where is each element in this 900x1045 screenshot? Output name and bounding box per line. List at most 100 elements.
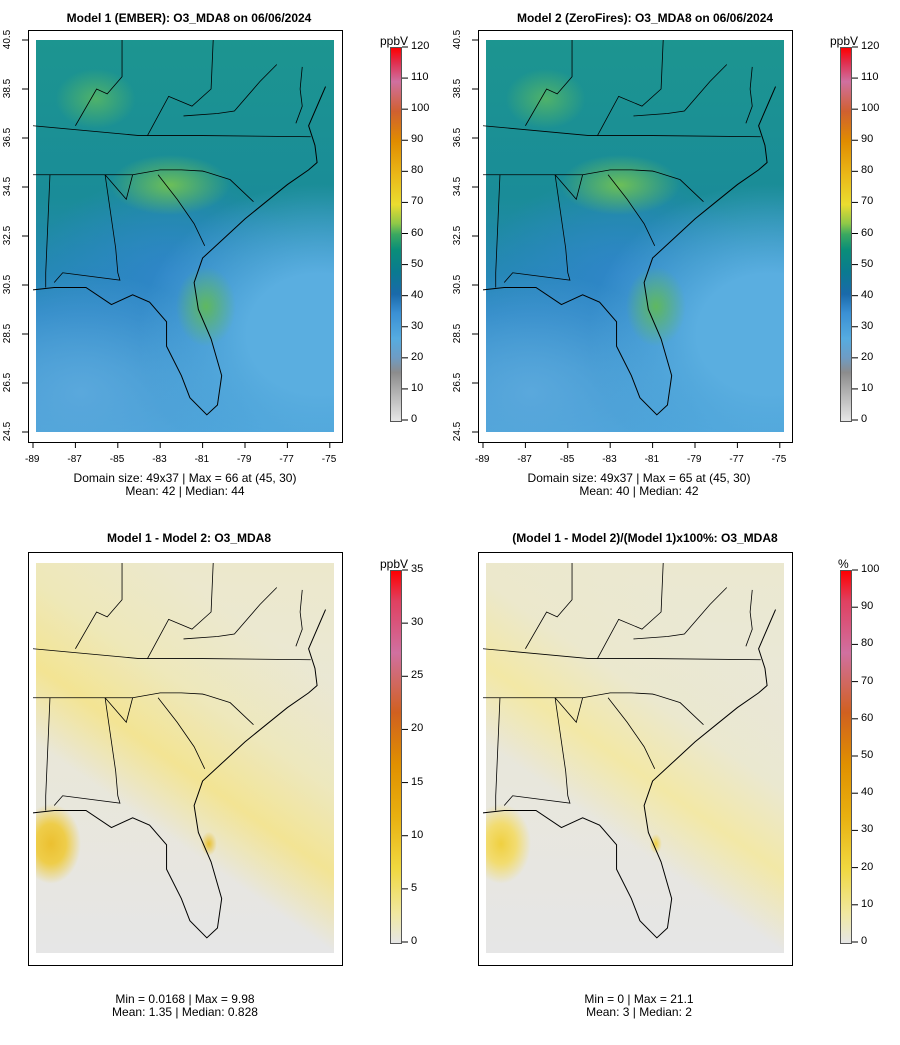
state-border (104, 174, 134, 201)
colorbar-tick-label: 100 (411, 102, 430, 115)
state-border (525, 563, 573, 649)
colorbar-tick-label: 70 (861, 195, 874, 208)
stats-line-1: Domain size: 49x37 | Max = 65 at (45, 30… (527, 471, 751, 485)
state-border (554, 174, 584, 201)
heatmap-raster (36, 40, 334, 432)
x-tick-label: -83 (152, 454, 167, 465)
colorbar-tick-label: 30 (861, 823, 874, 836)
state-border (607, 174, 656, 246)
state-border (157, 174, 206, 246)
colorbar-tick-label: 5 (411, 881, 418, 894)
colorbar-tick-label: 10 (411, 381, 424, 394)
coastline (482, 86, 777, 416)
colorbar-tick-label: 40 (861, 288, 874, 301)
colorbar-tick-label: 0 (411, 935, 418, 947)
colorbar (840, 47, 852, 422)
state-border (483, 169, 704, 202)
x-tick-label: -89 (475, 454, 490, 465)
state-border (607, 697, 656, 769)
colorbar-tick-label: 90 (861, 600, 874, 613)
x-tick-label: -81 (194, 454, 210, 465)
colorbar-tick-label: 110 (411, 71, 429, 84)
state-border (53, 174, 121, 283)
colorbar-tick-label: 80 (411, 164, 424, 177)
colorbar-tick-label: 10 (861, 897, 874, 910)
panel-stats: Domain size: 49x37 | Max = 65 at (45, 30… (414, 472, 864, 498)
x-tick-label: -77 (729, 454, 744, 465)
colorbar-tick-label: 20 (411, 350, 424, 363)
state-border (33, 692, 254, 725)
colorbar-tick-label: 35 (411, 563, 424, 575)
panel-title: Model 1 - Model 2: O3_MDA8 (106, 531, 272, 545)
state-border (745, 589, 753, 647)
stats-line-1: Domain size: 49x37 | Max = 66 at (45, 30… (73, 471, 297, 485)
x-tick-label: -85 (109, 454, 125, 465)
state-border (633, 587, 728, 640)
x-tick-label: -79 (687, 454, 702, 465)
state-border (483, 692, 704, 725)
state-border (53, 697, 121, 806)
state-border (183, 64, 278, 117)
colorbar-tick-label: 70 (411, 195, 424, 208)
state-border (745, 66, 753, 124)
colorbar-tick-label: 60 (411, 226, 424, 239)
colorbar-tick-label: 30 (861, 319, 874, 332)
colorbar-tick-label: 70 (861, 674, 874, 687)
state-border (482, 648, 761, 661)
colorbar-unit-label: ppbV (380, 34, 409, 48)
stats-line-1: Min = 0 | Max = 21.1 (584, 992, 694, 1006)
colorbar-tick-label: 40 (411, 288, 424, 301)
colorbar-tick-label: 80 (861, 637, 874, 650)
coastline (482, 609, 777, 939)
state-border (597, 39, 664, 136)
colorbar-tick-label: 10 (411, 828, 424, 841)
colorbar-tick-label: 40 (861, 786, 874, 799)
x-tick-label: -81 (644, 454, 660, 465)
stats-line-2: Mean: 40 | Median: 42 (579, 484, 699, 498)
colorbar-tick-label: 120 (411, 40, 430, 52)
state-border (495, 697, 501, 811)
colorbar-unit-label: ppbV (380, 557, 409, 571)
state-border (295, 589, 303, 647)
colorbar-tick-label: 20 (411, 722, 424, 735)
colorbar-tick-label: 25 (411, 669, 424, 682)
panel-title: Model 2 (ZeroFires): O3_MDA8 on 06/06/20… (516, 11, 774, 25)
panel-title: Model 1 (EMBER): O3_MDA8 on 06/06/2024 (66, 11, 312, 25)
colorbar-tick-label: 100 (861, 563, 880, 575)
x-tick-label: -87 (67, 454, 82, 465)
colorbar-tick-label: 50 (861, 749, 874, 761)
x-tick-label: -85 (559, 454, 575, 465)
state-border (495, 174, 501, 288)
x-tick-label: -79 (237, 454, 252, 465)
state-border (157, 697, 206, 769)
state-border (33, 169, 254, 202)
colorbar-tick-label: 110 (861, 71, 879, 84)
colorbar-tick-label: 90 (411, 133, 424, 146)
colorbar-tick-label: 30 (411, 319, 424, 332)
colorbar-tick-label: 100 (861, 102, 880, 115)
x-tick-label: -77 (279, 454, 294, 465)
stats-line-2: Mean: 42 | Median: 44 (125, 484, 245, 498)
panel-stats: Domain size: 49x37 | Max = 66 at (45, 30… (0, 472, 410, 498)
coastline (32, 86, 327, 416)
colorbar-tick-label: 20 (861, 350, 874, 363)
state-border (45, 697, 51, 811)
colorbar-tick-label: 80 (861, 164, 874, 177)
colorbar (390, 47, 402, 422)
stats-line-2: Mean: 3 | Median: 2 (586, 1005, 692, 1019)
colorbar-tick-label: 50 (411, 257, 424, 270)
x-tick-label: -75 (771, 454, 787, 465)
state-border (75, 40, 123, 126)
state-border (75, 563, 123, 649)
colorbar-unit-label: % (838, 557, 849, 571)
colorbar-tick-label: 0 (861, 935, 868, 947)
state-border (633, 64, 728, 117)
state-border (104, 697, 134, 724)
colorbar-tick-label: 0 (861, 413, 868, 425)
colorbar-tick-label: 120 (861, 40, 880, 52)
heatmap-raster (486, 563, 784, 953)
colorbar-tick-label: 30 (411, 616, 424, 629)
